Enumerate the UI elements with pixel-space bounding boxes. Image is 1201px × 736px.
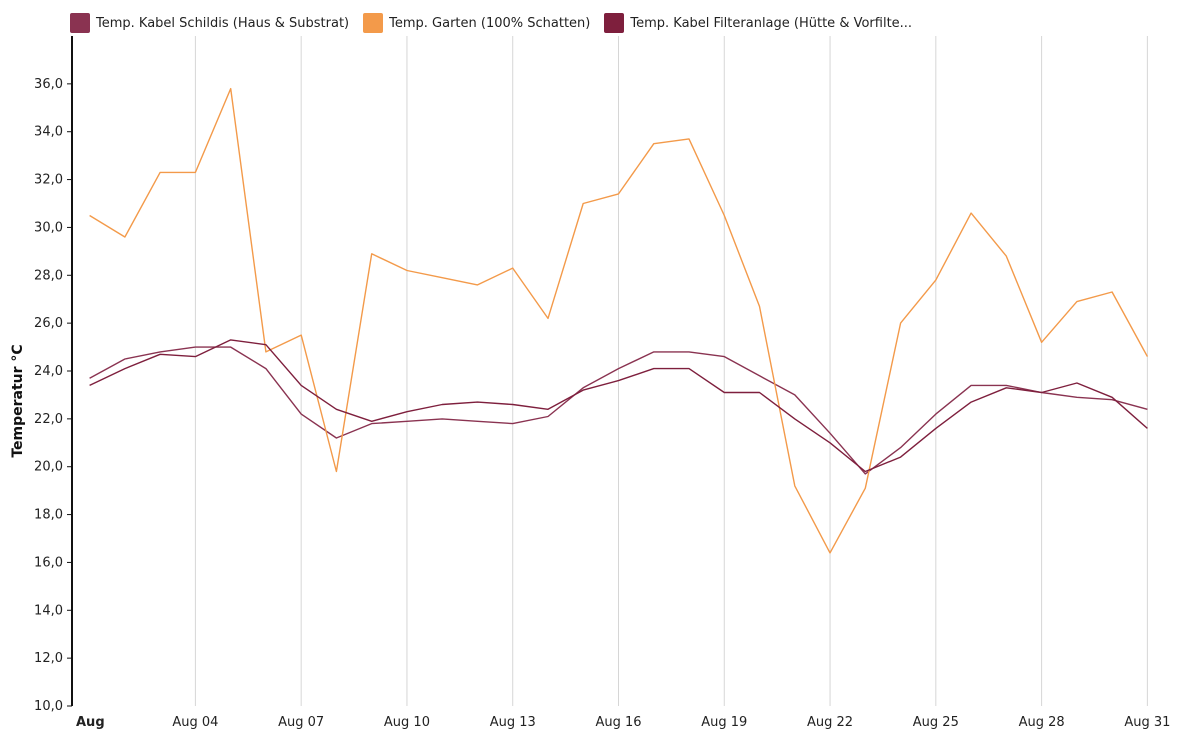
y-tick-label: 30,0: [34, 220, 63, 235]
y-tick-label: 34,0: [34, 125, 63, 140]
gridlines: [194, 36, 1148, 706]
series-line-2[interactable]: [89, 87, 1149, 554]
legend-item-1[interactable]: Temp. Kabel Schildis (Haus & Substrat): [70, 13, 349, 33]
x-tick-label: Aug 04: [172, 715, 218, 730]
x-tick-label: Aug 25: [913, 715, 959, 730]
y-tick-label: 36,0: [34, 77, 63, 92]
x-tick-label: Aug 28: [1019, 715, 1065, 730]
x-tick-label: Aug: [76, 715, 105, 730]
y-axis-title: Temperatur °C: [10, 344, 26, 457]
axes: 10,0 12,0 14,0 16,0 18,0 20,0 22,0 24,0 26,0 28,0…: [34, 36, 1170, 730]
y-tick-label: 28,0: [34, 268, 63, 283]
x-tick-label: Aug 10: [384, 715, 430, 730]
legend-label: Temp. Garten (100% Schatten): [389, 15, 591, 31]
y-tick-label: 10,0: [34, 699, 63, 714]
legend-swatch: [70, 13, 90, 33]
y-tick-label: 16,0: [34, 555, 63, 570]
y-tick-label: 20,0: [34, 460, 63, 475]
legend-label: Temp. Kabel Filteranlage (Hütte & Vorfil…: [630, 15, 913, 31]
legend-item-2[interactable]: Temp. Garten (100% Schatten): [363, 13, 590, 33]
legend-swatch: [363, 13, 384, 33]
x-tick-label: Aug 19: [701, 715, 747, 730]
x-tick-label: Aug 16: [595, 715, 641, 730]
chart-legend: Temp. Kabel Schildis (Haus & Substrat) Te…: [70, 12, 926, 34]
series-line-3[interactable]: [89, 339, 1148, 473]
y-tick-label: 24,0: [34, 364, 63, 379]
x-tick-label: Aug 31: [1124, 715, 1170, 730]
legend-swatch: [604, 13, 625, 33]
legend-label: Temp. Kabel Schildis (Haus & Substrat): [96, 15, 350, 31]
y-tick-label: 18,0: [34, 508, 63, 523]
x-tick-label: Aug 22: [807, 715, 853, 730]
series-line-1[interactable]: [89, 346, 1148, 475]
x-tick-label: Aug 07: [278, 715, 324, 730]
y-tick-label: 14,0: [34, 603, 63, 618]
y-tick-label: 26,0: [34, 316, 63, 331]
y-tick-label: 32,0: [34, 173, 63, 188]
y-tick-label: 22,0: [34, 412, 63, 427]
x-tick-label: Aug 13: [490, 715, 536, 730]
y-tick-label: 12,0: [34, 651, 63, 666]
series-lines: [89, 87, 1149, 554]
legend-item-3[interactable]: Temp. Kabel Filteranlage (Hütte & Vorfil…: [604, 13, 912, 33]
